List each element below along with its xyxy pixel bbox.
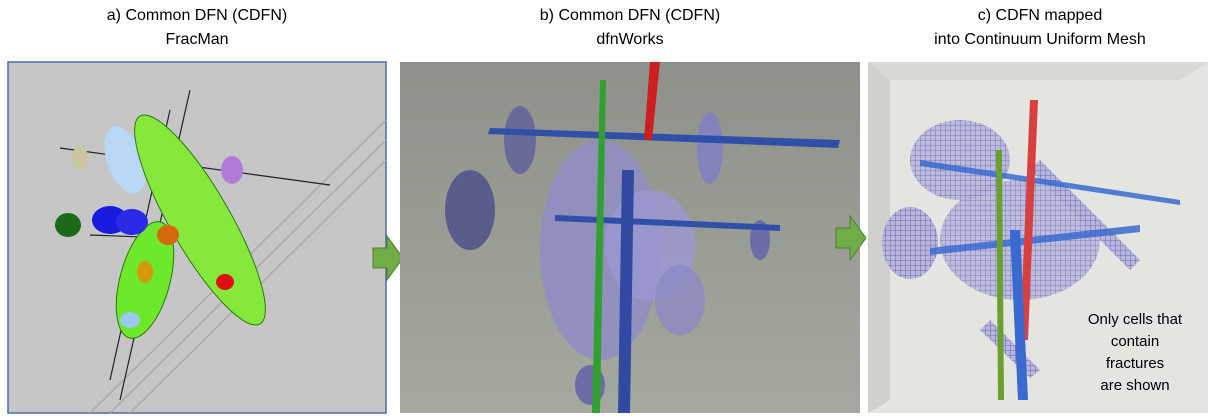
figure: a) Common DFN (CDFN) FracMan b) Common D… bbox=[0, 0, 1214, 420]
annotation: fractures bbox=[1106, 355, 1164, 372]
panel-title: FracMan bbox=[165, 31, 228, 48]
panel-title: into Continuum Uniform Mesh bbox=[934, 31, 1146, 48]
panel-title: dfnWorks bbox=[596, 31, 663, 48]
panel-a bbox=[8, 62, 386, 413]
panel-b bbox=[400, 62, 860, 413]
annotation: Only cells that bbox=[1088, 311, 1183, 328]
panel-title: b) Common DFN (CDFN) bbox=[540, 7, 720, 24]
annotation: are shown bbox=[1100, 377, 1169, 394]
annotation: contain bbox=[1111, 333, 1159, 350]
panel-title: a) Common DFN (CDFN) bbox=[107, 7, 287, 24]
panel-title: c) CDFN mapped bbox=[978, 7, 1102, 24]
